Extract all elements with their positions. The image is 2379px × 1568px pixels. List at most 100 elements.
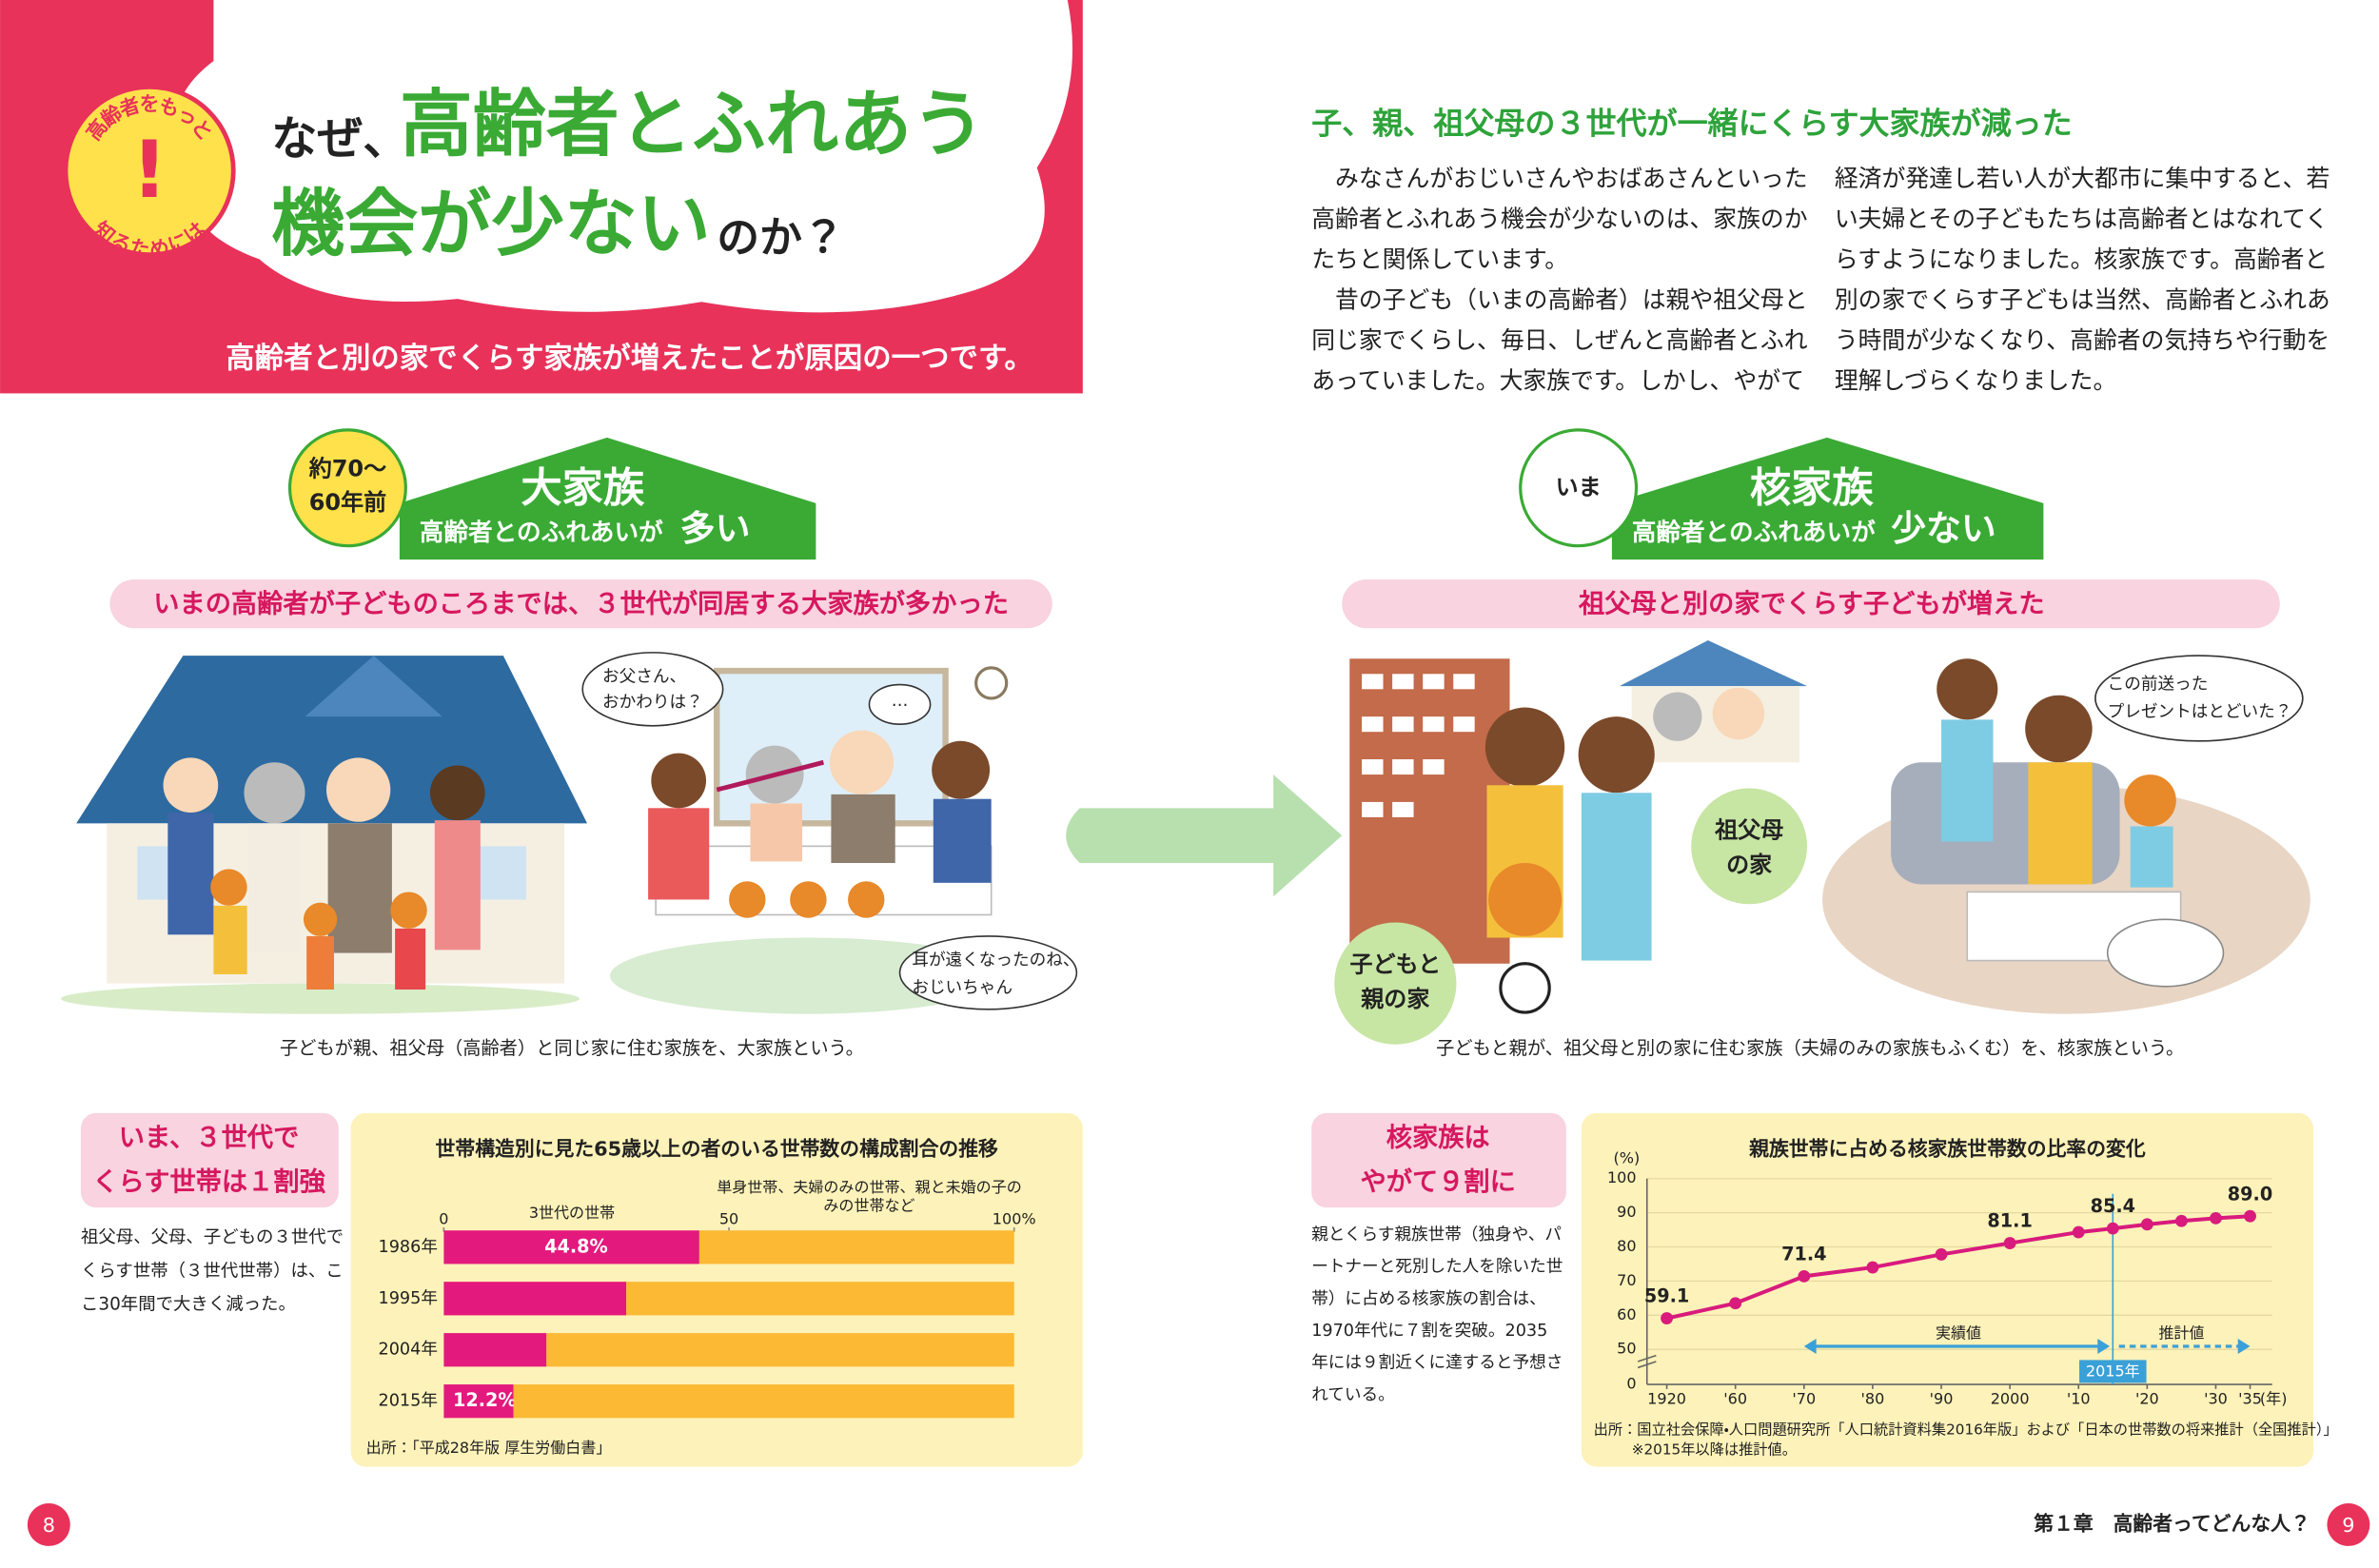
x-tick-label: 0 bbox=[439, 1209, 448, 1227]
text-line: 1970年代に７割を突破。2035 bbox=[1311, 1322, 1547, 1341]
text-line: 別の家でくらす子どもは当然、高齢者とふれあ bbox=[1835, 285, 2330, 313]
illustration-city bbox=[1392, 674, 1414, 690]
data-point bbox=[2175, 1214, 2188, 1227]
footer: 第１章 高齢者ってどんな人？ bbox=[2034, 1512, 2310, 1535]
illustration-dining bbox=[829, 730, 895, 794]
bubble-text: おじいちゃん bbox=[912, 978, 1013, 997]
text-line: 年には９割近くに達すると予想さ bbox=[1311, 1354, 1563, 1373]
illustration-house bbox=[210, 869, 247, 906]
text-line: う時間が少なくなり、高齢者の気持ちや行動を bbox=[1835, 326, 2330, 354]
illustration-label: の家 bbox=[1726, 852, 1772, 878]
chart-panel bbox=[1581, 1112, 2314, 1467]
source: 出所：国立社会保障・人口問題研究所「人口統計資料集2016年版」および「日本の世… bbox=[1594, 1421, 2338, 1439]
illustration-house bbox=[167, 813, 214, 935]
bar-segment bbox=[513, 1384, 1014, 1419]
bubble-text: … bbox=[892, 692, 909, 711]
y-tick-label: 60 bbox=[1617, 1305, 1636, 1323]
x-tick-label: 2000 bbox=[1991, 1390, 2030, 1408]
title-tail: のか？ bbox=[717, 212, 845, 263]
text-line: あっていました。大家族です。しかし、やがて bbox=[1311, 366, 1804, 394]
chart-title: 世帯構造別に見た65歳以上の者のいる世帯数の構成割合の推移 bbox=[436, 1137, 999, 1160]
era-circle bbox=[287, 428, 407, 548]
annotation: 実績値 bbox=[1936, 1324, 1981, 1343]
illustration-dining bbox=[750, 803, 802, 862]
illustration-house bbox=[248, 823, 301, 953]
x-tick-label: 1920 bbox=[1647, 1390, 1686, 1408]
era-circle bbox=[1519, 428, 1639, 548]
note-text: 祖父母、父母、子どもの３世代でくらす世帯（３世代世帯）は、ここ30年間で大きく減… bbox=[81, 1227, 344, 1315]
illustration-house bbox=[305, 656, 442, 717]
bubble-text: お父さん、 bbox=[602, 668, 686, 687]
value-label: 12.2% bbox=[453, 1389, 517, 1411]
title-lead: なぜ、 bbox=[271, 112, 408, 166]
illustration-city bbox=[1349, 640, 2310, 1014]
x-tick-label: 100% bbox=[993, 1209, 1036, 1227]
value-label: 71.4 bbox=[1781, 1243, 1826, 1264]
era-tag: 60年前 bbox=[309, 489, 386, 516]
label-circle bbox=[1334, 922, 1457, 1045]
x-tick-label: '60 bbox=[1723, 1390, 1747, 1408]
text-line: らすようになりました。核家族です。高齢者と bbox=[1835, 245, 2328, 273]
illustration-dining bbox=[790, 881, 827, 918]
text-line: 昔の子ども（いまの高齢者）は親や祖父母と bbox=[1311, 285, 1807, 313]
illustration-house bbox=[244, 762, 305, 824]
illustration-house bbox=[61, 656, 588, 1014]
title-line: 機会が少ない bbox=[271, 182, 710, 266]
section-sub: 高齢者とのふれあいが bbox=[420, 518, 663, 547]
bar-chart: 世帯構造別に見た65歳以上の者のいる世帯数の構成割合の推移 0 50 100% 3世代の… bbox=[366, 1137, 1036, 1457]
data-point bbox=[1661, 1312, 1673, 1324]
value-label: 81.1 bbox=[1987, 1210, 2032, 1232]
illustration-dining bbox=[831, 794, 895, 864]
data-point bbox=[2140, 1218, 2153, 1231]
illustration-dining bbox=[651, 753, 707, 809]
page-number-badge bbox=[2327, 1503, 2370, 1546]
category-label: 1986年 bbox=[379, 1238, 438, 1257]
body-text: みなさんがおじいさんやおばあさんといった高齢者とふれあう機会が少ないのは、家族の… bbox=[1311, 165, 2330, 394]
bar-segment bbox=[546, 1333, 1014, 1367]
note-title: くらす世帯は１割強 bbox=[92, 1166, 325, 1197]
value-label: 85.4 bbox=[2091, 1195, 2135, 1217]
source: 出所：「平成28年版 厚生労働白書」 bbox=[366, 1439, 612, 1457]
label-circle bbox=[1691, 788, 1808, 905]
text-line: 親とくらす親族世帯（独身や、パ bbox=[1311, 1225, 1562, 1245]
note-box bbox=[80, 1112, 339, 1208]
text-line: 経済が発達し若い人が大都市に集中すると、若 bbox=[1835, 165, 2330, 192]
data-point bbox=[1866, 1261, 1879, 1274]
illustration-dining bbox=[932, 740, 991, 799]
bar-segment bbox=[443, 1282, 627, 1316]
data-point bbox=[2003, 1237, 2016, 1249]
illustration-city bbox=[1581, 793, 1652, 961]
page-number: 8 bbox=[43, 1514, 55, 1537]
note-title: いま、３世代で bbox=[119, 1124, 300, 1153]
y-tick-label: 80 bbox=[1617, 1237, 1636, 1255]
illustration-city bbox=[2130, 826, 2173, 888]
x-tick-label: '70 bbox=[1792, 1390, 1816, 1408]
title-line: 高齢者とふれあう bbox=[400, 83, 985, 167]
illustration-city bbox=[1619, 640, 1808, 687]
illustration-house bbox=[395, 928, 426, 990]
illustration-city bbox=[1362, 759, 1384, 775]
source: ※2015年以降は推計値。 bbox=[1632, 1441, 1797, 1458]
section-sub: 高齢者とのふれあいが bbox=[1632, 518, 1876, 547]
bar-segment bbox=[443, 1230, 699, 1264]
illustration-city bbox=[1392, 801, 1414, 817]
annotation: 2015年 bbox=[2086, 1362, 2140, 1381]
data-point bbox=[2244, 1209, 2256, 1223]
illustration-label: 子どもと bbox=[1350, 951, 1442, 977]
page-number: 9 bbox=[2342, 1514, 2354, 1537]
illustration-dining bbox=[933, 798, 992, 883]
note-box bbox=[1311, 1112, 1566, 1208]
bubble-text: おかわりは？ bbox=[602, 694, 703, 713]
legend-entry: 3世代の世帯 bbox=[529, 1204, 615, 1222]
text-line: くらす世帯（３世代世帯）は、こ bbox=[81, 1261, 344, 1281]
bubble-text: 耳が遠くなったのね、 bbox=[912, 951, 1079, 970]
x-tick-label: '10 bbox=[2067, 1390, 2091, 1408]
banner bbox=[1342, 578, 2280, 629]
section-heading: 大家族 bbox=[521, 465, 645, 513]
note-title: やがて９割に bbox=[1361, 1166, 1516, 1197]
right-heading: 子、親、祖父母の３世代が一緒にくらす大家族が減った bbox=[1311, 105, 2073, 141]
y-axis-label: (%) bbox=[1613, 1148, 1640, 1166]
bar-segment bbox=[443, 1384, 514, 1419]
data-point bbox=[2106, 1222, 2119, 1235]
